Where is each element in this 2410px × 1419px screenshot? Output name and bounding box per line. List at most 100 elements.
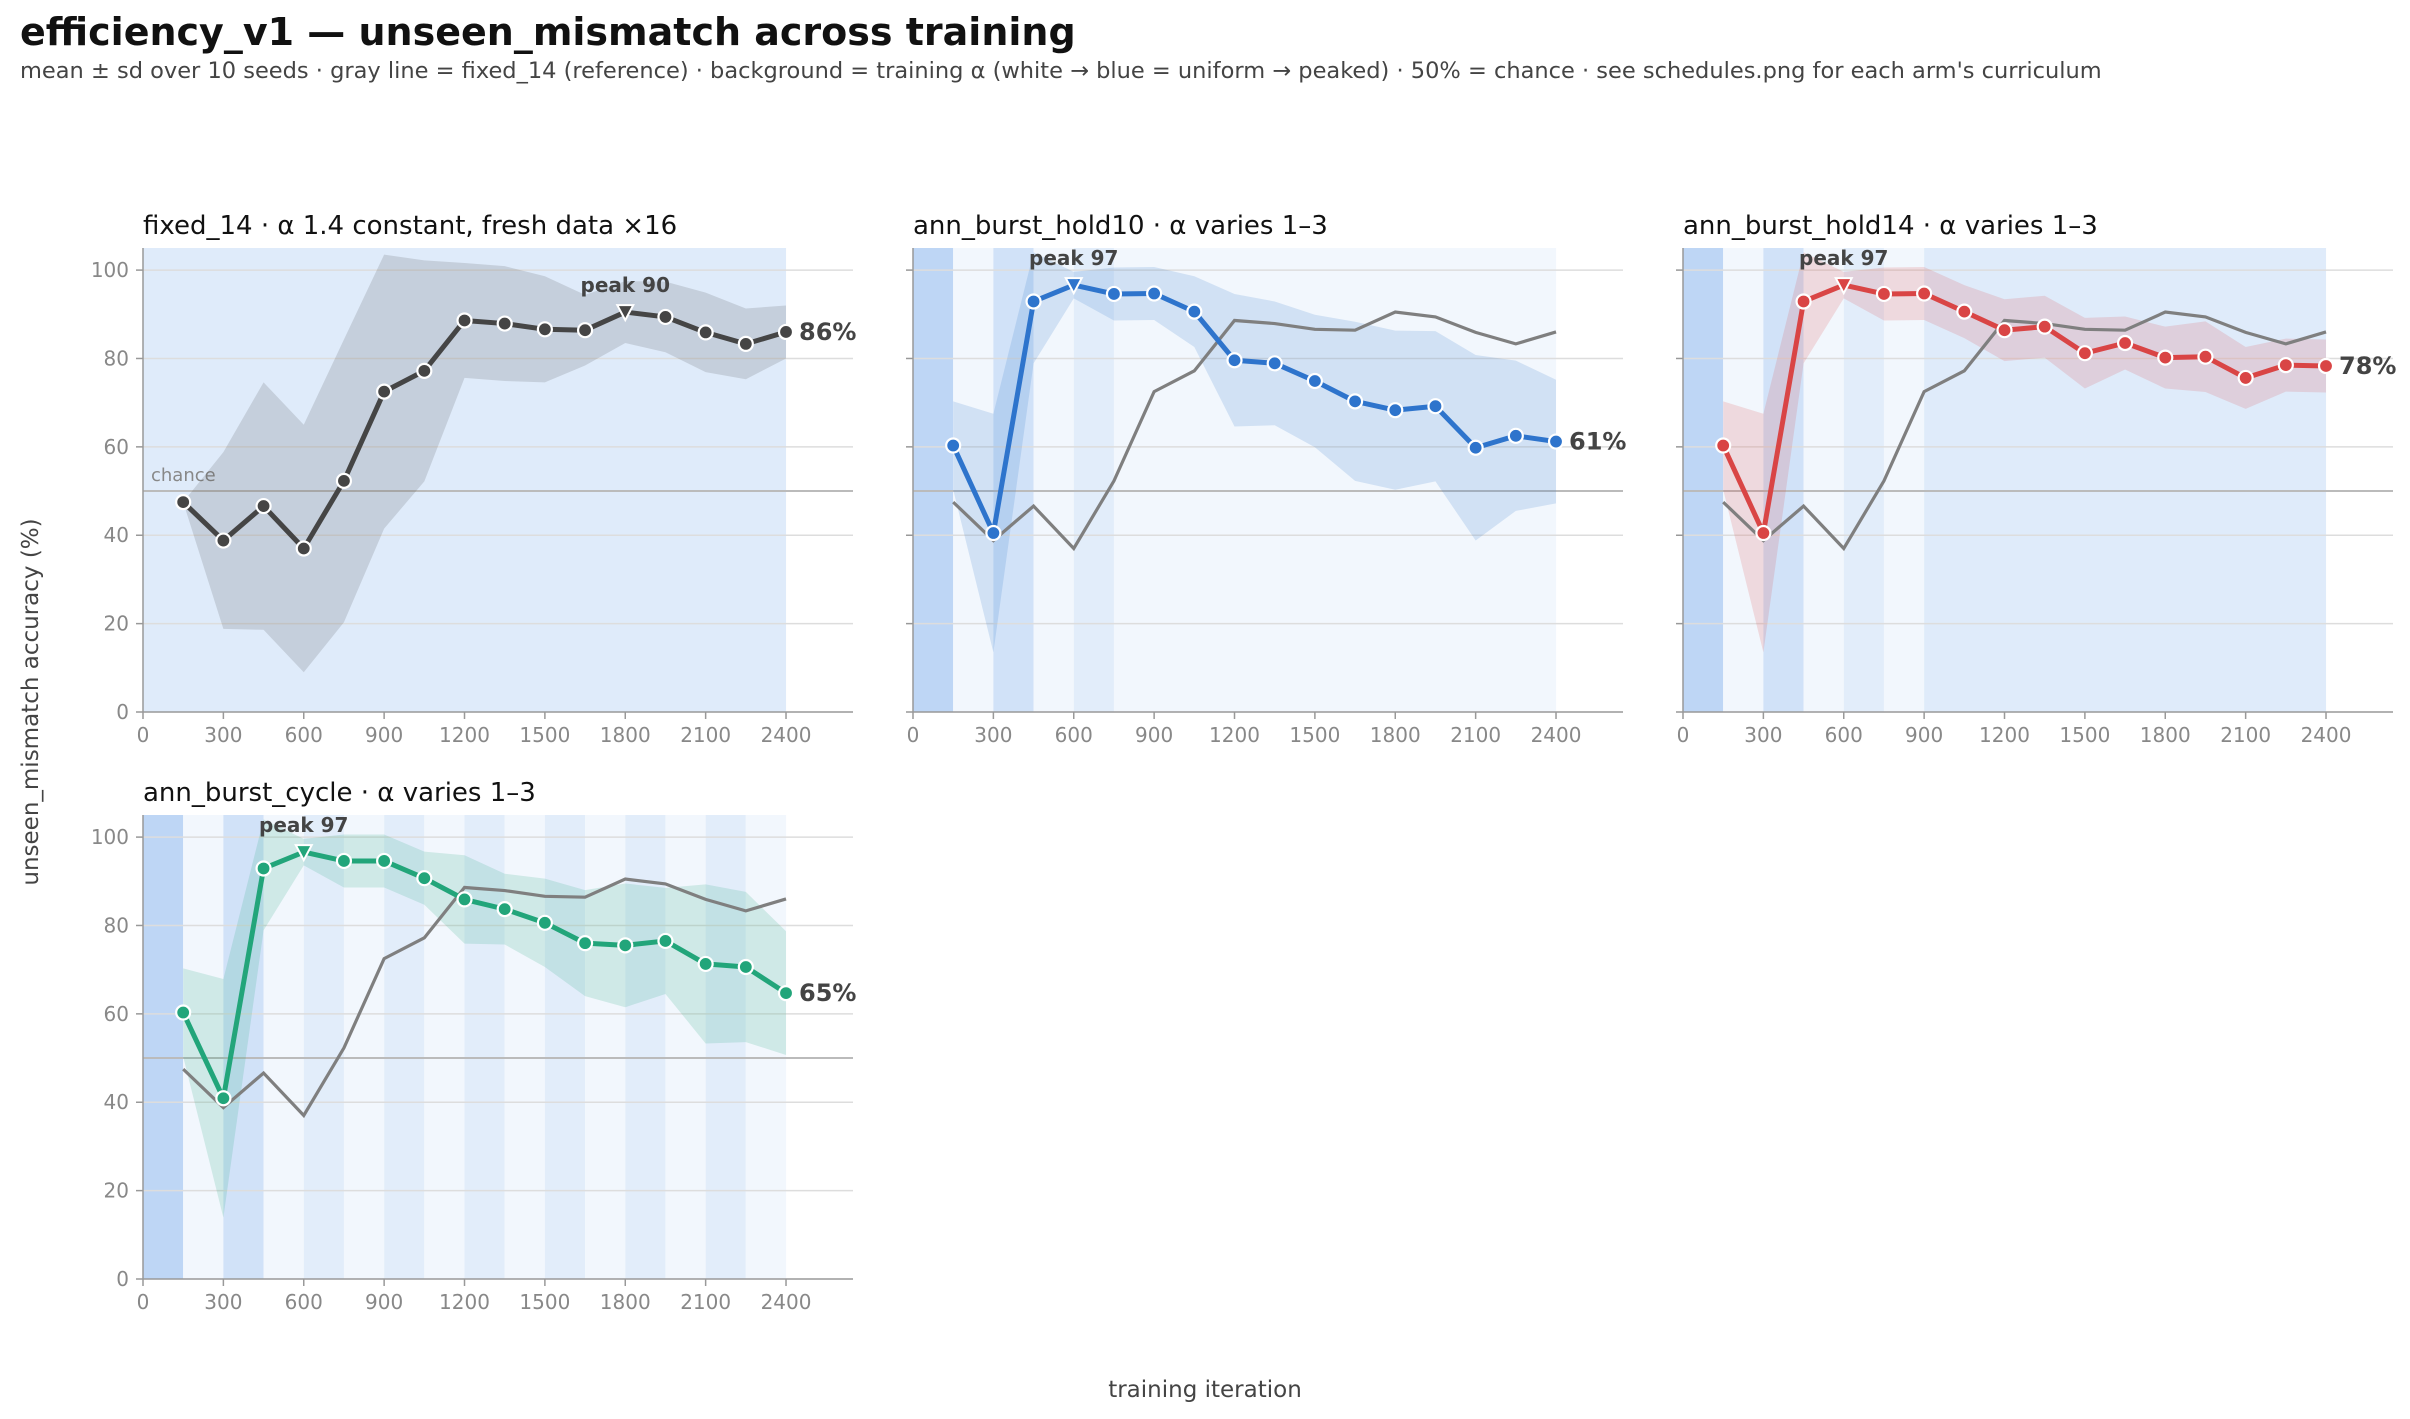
peak-marker — [1834, 277, 1854, 296]
alpha-band — [745, 815, 787, 1279]
panel-title: ann_burst_cycle · α varies 1–3 — [143, 778, 536, 808]
reference-line — [1722, 310, 2327, 552]
data-point — [1996, 322, 2013, 339]
data-point — [1105, 285, 1123, 303]
data-point — [1387, 402, 1404, 419]
x-tick-label: 2400 — [761, 1290, 812, 1314]
data-point — [2277, 357, 2294, 374]
x-tick-label: 1200 — [439, 723, 490, 747]
x-tick-label: 300 — [204, 1290, 242, 1314]
x-tick-label: 1800 — [1370, 723, 1421, 747]
data-point — [737, 958, 754, 976]
sd-band — [1723, 252, 2327, 653]
peak-label: peak 97 — [259, 813, 348, 837]
y-tick-label: 20 — [104, 612, 129, 636]
data-point — [1795, 293, 1812, 310]
data-point — [777, 323, 795, 341]
data-point — [175, 493, 192, 511]
final-value-label: 65% — [799, 979, 856, 1007]
data-point — [456, 891, 473, 908]
x-tick-label: 300 — [1744, 723, 1782, 747]
x-tick-label: 1500 — [519, 1290, 570, 1314]
data-point — [985, 524, 1002, 542]
alpha-band — [544, 815, 586, 1279]
alpha-band — [1683, 248, 1724, 712]
alpha-band — [1073, 248, 1114, 712]
x-tick-label: 1500 — [2059, 723, 2110, 747]
reference-line — [952, 310, 1557, 552]
x-tick-label: 2400 — [1531, 723, 1582, 747]
peak-marker — [1064, 277, 1084, 296]
data-point — [456, 312, 473, 329]
alpha-band — [1033, 248, 1074, 712]
data-point — [215, 532, 232, 549]
y-tick-label: 40 — [104, 1090, 129, 1114]
x-tick-label: 1800 — [2140, 723, 2191, 747]
data-point — [2076, 345, 2093, 362]
x-tick-label: 1500 — [519, 723, 570, 747]
data-point — [416, 362, 433, 379]
data-point — [576, 322, 594, 339]
y-tick-label: 80 — [104, 346, 129, 370]
x-tick-label: 2400 — [761, 723, 812, 747]
x-tick-label: 2100 — [1450, 723, 1501, 747]
data-point — [1956, 303, 1973, 320]
data-point — [1146, 285, 1163, 302]
data-point — [2036, 318, 2053, 335]
alpha-band — [953, 248, 994, 712]
data-point — [1715, 437, 1732, 454]
y-tick-label: 0 — [116, 1267, 129, 1291]
alpha-band — [1843, 248, 1884, 712]
data-point — [576, 935, 594, 952]
x-tick-label: 600 — [1055, 723, 1093, 747]
y-axis-label: unseen_mismatch accuracy (%) — [18, 518, 44, 885]
y-tick-label: 0 — [116, 700, 129, 724]
data-point — [536, 321, 553, 338]
x-tick-label: 0 — [137, 1290, 150, 1314]
alpha-band — [424, 815, 465, 1279]
alpha-band — [464, 815, 505, 1279]
final-value-label: 86% — [799, 318, 856, 346]
data-point — [2116, 334, 2134, 352]
mean-line — [950, 282, 1557, 536]
data-point — [536, 914, 553, 931]
data-point — [945, 437, 962, 454]
data-point — [617, 937, 634, 954]
data-point — [1427, 398, 1444, 415]
data-point — [215, 1090, 232, 1107]
x-axis-label: training iteration — [1108, 1377, 1302, 1403]
x-tick-label: 0 — [907, 723, 920, 747]
panel-title: ann_burst_hold10 · α varies 1–3 — [913, 211, 1328, 241]
final-value-label: 78% — [2339, 352, 2396, 380]
data-point — [697, 324, 714, 341]
data-point — [1025, 293, 1042, 310]
data-point — [1467, 439, 1484, 456]
data-point — [335, 852, 353, 870]
data-point — [657, 932, 674, 950]
alpha-band — [585, 815, 626, 1279]
panel-title: fixed_14 · α 1.4 constant, fresh data ×1… — [143, 211, 677, 241]
data-point — [1507, 427, 1524, 444]
alpha-band — [705, 815, 746, 1279]
mean-line — [1720, 282, 2327, 536]
alpha-band — [1113, 248, 1557, 712]
x-tick-label: 1800 — [600, 1290, 651, 1314]
data-point — [1306, 372, 1323, 390]
peak-label: peak 97 — [1029, 246, 1118, 270]
sd-band — [183, 254, 787, 673]
data-point — [737, 335, 754, 352]
data-point — [1547, 433, 1565, 450]
data-point — [255, 497, 272, 515]
alpha-band — [1803, 248, 1844, 712]
data-point — [1755, 524, 1772, 542]
chance-label: chance — [151, 465, 216, 486]
data-point — [376, 852, 393, 870]
x-tick-label: 2100 — [680, 1290, 731, 1314]
y-tick-label: 80 — [104, 913, 129, 937]
mean-line — [181, 309, 787, 551]
data-point — [255, 860, 272, 877]
data-point — [1226, 352, 1243, 369]
data-point — [1266, 355, 1283, 372]
y-tick-label: 100 — [91, 258, 129, 282]
